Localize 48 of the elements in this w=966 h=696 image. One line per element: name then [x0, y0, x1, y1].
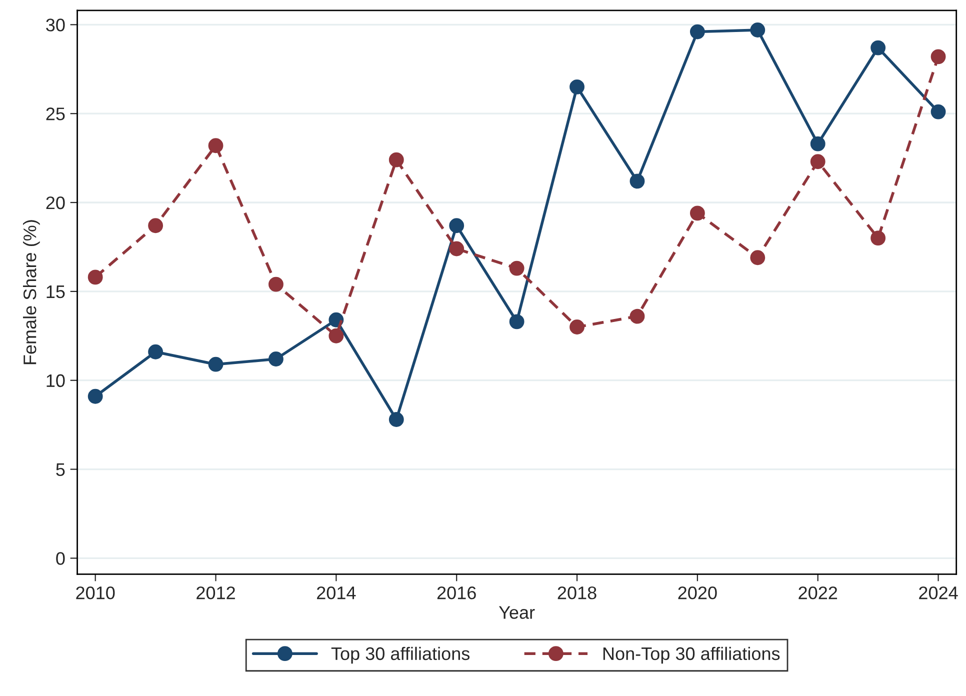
point: [449, 218, 464, 234]
point: [690, 206, 705, 221]
point: [870, 230, 886, 246]
point: [810, 154, 826, 170]
point: [449, 241, 464, 256]
x-axis-title: Year: [498, 606, 535, 619]
point: [328, 328, 344, 344]
point: [810, 136, 826, 152]
x-tick-label: 2020: [678, 586, 717, 600]
x-tick-label: 2018: [558, 586, 596, 600]
point: [509, 314, 524, 330]
point: [930, 104, 946, 120]
point: [388, 152, 404, 168]
point: [88, 388, 103, 404]
y-tick-label: 0: [56, 552, 65, 565]
x-tick-label: 2016: [437, 586, 476, 600]
point: [509, 260, 524, 276]
x-tick-label: 2012: [196, 586, 235, 600]
x-tick-label: 2024: [919, 586, 958, 600]
point: [570, 320, 584, 334]
x-tick-label: 2010: [76, 586, 115, 600]
point: [88, 270, 103, 285]
y-tick-label: 30: [46, 18, 65, 32]
point: [630, 308, 645, 324]
point: [208, 138, 224, 154]
y-tick-label: 15: [46, 286, 65, 298]
point: [268, 276, 284, 292]
point: [148, 218, 164, 234]
y-axis-title: Female Share (%): [23, 220, 40, 364]
x-tick-label: 2014: [317, 586, 356, 600]
y-tick-label: 25: [46, 108, 65, 120]
point: [148, 344, 164, 360]
point: [870, 40, 886, 56]
point: [208, 356, 224, 372]
legend-label: Top 30 affiliations: [331, 646, 470, 664]
point: [690, 24, 705, 40]
point: [570, 79, 584, 94]
y-tick-label: 5: [56, 463, 65, 476]
x-tick-label: 2022: [798, 586, 838, 600]
point: [930, 49, 946, 64]
point: [388, 412, 404, 427]
point: [750, 22, 766, 38]
point: [268, 352, 284, 366]
y-tick-label: 20: [46, 196, 65, 210]
legend-label: Non-Top 30 affiliations: [603, 646, 780, 664]
point: [750, 250, 766, 266]
point: [630, 174, 645, 189]
y-tick-label: 10: [46, 374, 65, 388]
